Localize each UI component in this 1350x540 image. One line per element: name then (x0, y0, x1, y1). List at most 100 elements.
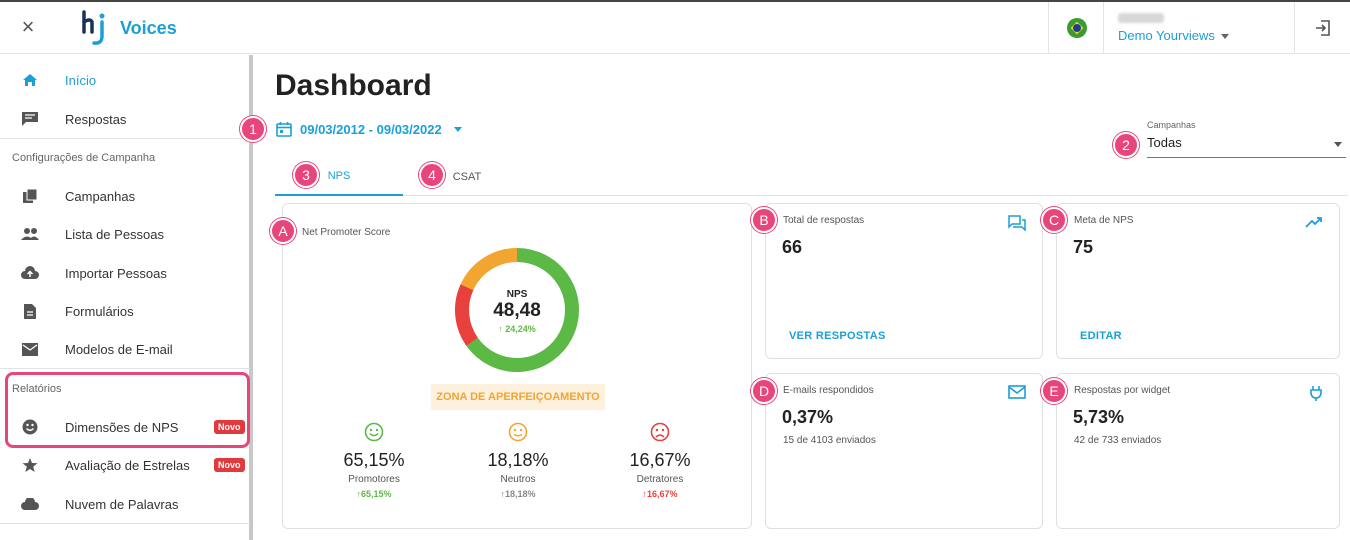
divider (0, 523, 250, 524)
logout-icon (1316, 20, 1330, 36)
folders-icon (20, 186, 40, 206)
callout-4: 4 (419, 162, 445, 188)
arrow-up-icon: ↑ (642, 489, 647, 499)
card-title: E-mails respondidos (783, 385, 874, 396)
tab-csat[interactable]: CSAT (452, 171, 482, 183)
happy-face-icon (364, 422, 384, 442)
sidebar-item-label: Modelos de E-mail (65, 341, 173, 357)
divider (0, 368, 250, 369)
promoters-change-value: 65,15% (360, 489, 392, 499)
sidebar-item-label: Campanhas (65, 188, 136, 204)
campaigns-select[interactable]: Todas (1147, 135, 1346, 158)
nps-zone-badge: ZONA DE APERFEIÇOAMENTO (431, 384, 605, 410)
card-title: Meta de NPS (1074, 215, 1134, 226)
sidebar-item-importar-pessoas[interactable]: Importar Pessoas (0, 255, 253, 291)
people-icon (20, 224, 40, 244)
section-config-title: Configurações de Campanha (12, 152, 156, 164)
campaigns-value: Todas (1147, 135, 1182, 150)
document-icon (20, 301, 40, 321)
view-responses-link[interactable]: VER RESPOSTAS (789, 330, 886, 342)
close-icon[interactable]: × (21, 14, 35, 39)
donut-segment-detractors (455, 284, 479, 346)
calendar-icon (276, 122, 292, 137)
card-title: Respostas por widget (1074, 385, 1171, 396)
promoters-change: ↑65,15% (319, 489, 429, 499)
trending-up-icon (1305, 217, 1322, 228)
hj-logo-icon (82, 10, 105, 45)
callout-b: B (751, 207, 777, 233)
arrow-up-icon: ↑ (500, 489, 505, 499)
chat-icon (20, 109, 40, 129)
sidebar-item-respostas[interactable]: Respostas (0, 101, 253, 137)
callout-2: 2 (1113, 132, 1139, 158)
new-badge: Novo (214, 458, 245, 472)
arrow-up-icon: ↑ (356, 489, 361, 499)
neutrals-pct: 18,18% (487, 450, 549, 470)
callout-e: E (1041, 378, 1067, 404)
mail-icon (20, 339, 40, 359)
neutral-face-icon (508, 422, 528, 442)
card-title: Total de respostas (783, 215, 865, 226)
promoters-name: Promotores (348, 474, 400, 485)
tab-bar: NPS CSAT (275, 158, 1348, 196)
chevron-down-icon (453, 126, 462, 132)
nps-value: 48,48 (493, 300, 541, 321)
detractors-change-value: 16,67% (646, 489, 678, 499)
callout-a: A (270, 218, 296, 244)
nps-change-value: 24,24% (505, 324, 536, 334)
sad-face-icon (650, 422, 670, 442)
callout-3: 3 (293, 162, 319, 188)
app-name: Voices (120, 17, 177, 38)
smiley-icon (20, 417, 40, 437)
section-reports-title: Relatórios (12, 383, 62, 395)
logo[interactable]: Voices (80, 10, 177, 46)
emails-answered-card: E-mails respondidos 0,37% 15 de 4103 env… (765, 373, 1043, 529)
top-bar: × Voices Demo Yourviews (0, 2, 1350, 54)
promoters-pct: 65,15% (343, 450, 405, 470)
chat-bubbles-icon (1008, 215, 1026, 231)
nps-donut-chart (455, 248, 579, 372)
neutrals-stat: 18,18% Neutros ↑18,18% (463, 422, 573, 499)
edit-goal-link[interactable]: EDITAR (1080, 330, 1122, 342)
card-value: 0,37% (782, 407, 834, 427)
sidebar-item-dimensoes-nps[interactable]: Dimensões de NPS Novo (0, 409, 253, 445)
page-title: Dashboard (275, 69, 432, 102)
sidebar-item-lista-pessoas[interactable]: Lista de Pessoas (0, 216, 253, 252)
sidebar-item-formularios[interactable]: Formulários (0, 293, 253, 329)
user-menu[interactable]: Demo Yourviews (1118, 28, 1229, 43)
star-icon (20, 455, 40, 475)
language-selector[interactable] (1048, 2, 1104, 54)
nps-change: ↑ 24,24% (283, 324, 751, 334)
card-sub: 15 de 4103 enviados (783, 435, 876, 446)
card-value: 66 (782, 237, 803, 257)
neutrals-change: ↑18,18% (463, 489, 573, 499)
sidebar-item-avaliacao-estrelas[interactable]: Avaliação de Estrelas Novo (0, 447, 253, 483)
sidebar-item-inicio[interactable]: Início (0, 62, 253, 98)
card-value: 5,73% (1073, 407, 1125, 427)
sidebar: Início Respostas Configurações de Campan… (0, 55, 253, 540)
user-name: Demo Yourviews (1118, 28, 1215, 43)
tab-nps[interactable]: NPS (275, 158, 403, 196)
chevron-down-icon (1220, 34, 1229, 40)
callout-1: 1 (240, 116, 266, 142)
nps-card: Net Promoter Score NPS 48,48 ↑ 24,24% ZO… (282, 203, 752, 529)
total-responses-card: Total de respostas 66 VER RESPOSTAS (765, 203, 1043, 359)
user-email-blurred (1118, 13, 1164, 23)
logout-button[interactable] (1294, 2, 1350, 54)
card-value: 75 (1073, 237, 1094, 257)
cloud-icon (20, 494, 40, 514)
sidebar-item-nuvem-palavras[interactable]: Nuvem de Palavras (0, 486, 253, 522)
donut-segment-neutrals (460, 248, 518, 291)
sidebar-item-label: Lista de Pessoas (65, 226, 165, 242)
sidebar-item-campanhas[interactable]: Campanhas (0, 178, 253, 214)
sidebar-item-modelos-email[interactable]: Modelos de E-mail (0, 331, 253, 367)
chevron-down-icon (1334, 142, 1342, 147)
plug-icon (1310, 386, 1322, 401)
nps-label: NPS (506, 289, 528, 300)
sidebar-item-label: Formulários (65, 303, 134, 319)
nps-goal-card: Meta de NPS 75 EDITAR (1056, 203, 1340, 359)
date-range-picker[interactable]: 09/03/2012 - 09/03/2022 (276, 121, 462, 137)
sidebar-item-label: Avaliação de Estrelas (65, 457, 190, 473)
detractors-pct: 16,67% (629, 450, 691, 470)
